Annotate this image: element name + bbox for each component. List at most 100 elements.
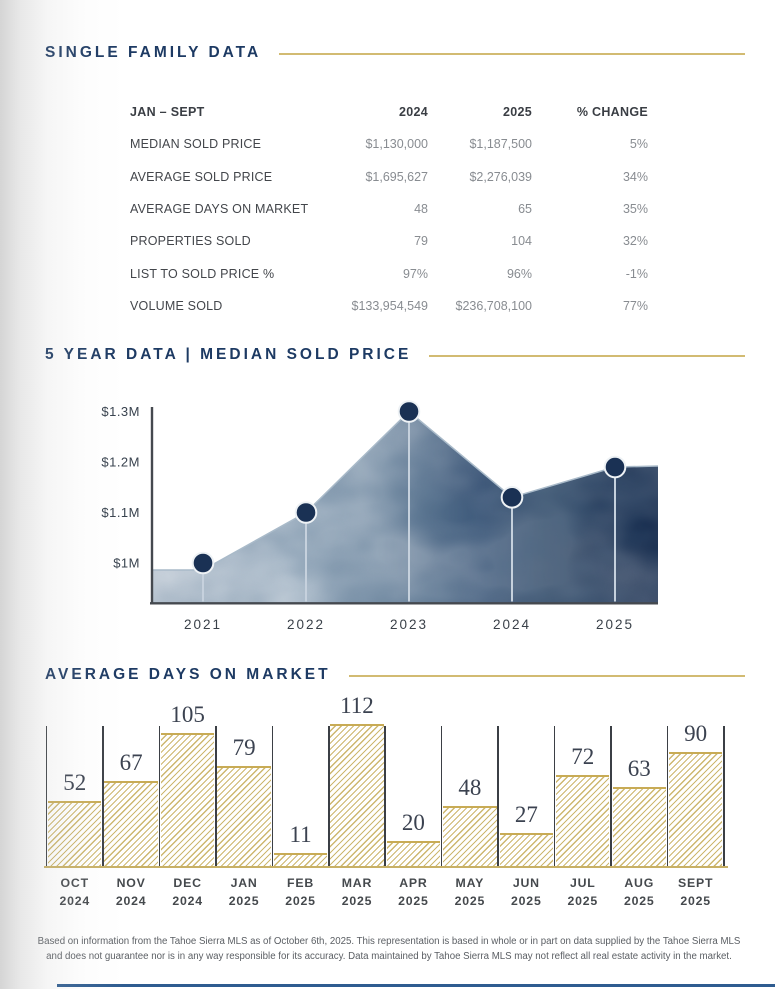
bar-value-label: 52 [63, 770, 87, 795]
table-cell-2024: $133,954,549 [351, 298, 428, 313]
bar-value-label: 67 [119, 750, 143, 775]
bar [160, 733, 215, 867]
bar-column-guide-line [215, 726, 217, 867]
section-title-single-family: SINGLE FAMILY DATA [45, 44, 262, 61]
bar-month-label: MAY 2025 [442, 875, 498, 911]
data-point-2024 [500, 486, 524, 509]
bar-month-label: DEC 2024 [159, 875, 215, 911]
bar-column-guide-line [610, 726, 612, 867]
bar-month-label: AUG 2025 [611, 875, 667, 911]
table-cell-2024: $1,130,000 [365, 137, 428, 152]
bar-month-label-line: JUN [512, 876, 540, 890]
bar-month-label: SEPT 2025 [667, 875, 723, 911]
data-point-2022 [294, 501, 318, 524]
bar [612, 787, 666, 867]
table-row-label: MEDIAN SOLD PRICE [130, 137, 262, 152]
bar-value-label: 63 [627, 756, 651, 781]
bar-month-label-line: 2025 [285, 893, 316, 908]
table-row-label: AVERAGE SOLD PRICE [130, 169, 273, 184]
table-cell-change: 34% [622, 169, 648, 184]
bar-month-label: MAR 2025 [329, 875, 385, 911]
bar-month-label-line: AUG [624, 876, 655, 890]
bar-month-label-line: 2025 [228, 893, 260, 908]
bar [48, 801, 102, 867]
bar-month-label: FEB 2025 [272, 875, 328, 911]
bottom-navy-rule [57, 984, 775, 987]
table-header-2025: 2025 [502, 105, 532, 120]
gold-rule [279, 53, 745, 55]
bar-column-guide-line [45, 726, 48, 867]
bar-month-label-line: JUL [569, 876, 596, 890]
bar-column-guide-line [440, 726, 443, 867]
section-header-five-year: 5 YEAR DATA | MEDIAN SOLD PRICE [45, 346, 745, 364]
bar-chart-baseline [44, 865, 728, 868]
bar-month-label-line: 2024 [172, 893, 203, 908]
bar-value-label: 79 [232, 735, 256, 760]
area-watercolor-dark [152, 411, 658, 603]
table-cell-2025: 96% [506, 266, 532, 281]
bar-month-label-line: 2025 [454, 893, 486, 908]
y-tick-label: $1.2M [101, 455, 140, 470]
table-row-label: LIST TO SOLD PRICE % [130, 266, 275, 281]
gold-rule [429, 355, 745, 357]
x-tick-label: 2023 [390, 617, 428, 632]
bar-value-label: 48 [458, 775, 482, 800]
bar-value-label: 105 [170, 702, 205, 727]
bar-month-label-line: SEPT [677, 876, 714, 890]
y-tick-label: $1.3M [101, 404, 140, 419]
x-tick-label: 2024 [493, 617, 531, 632]
table-cell-2024: $1,695,627 [365, 169, 428, 184]
table-cell-change: 5% [629, 137, 648, 152]
bar-value-label: 72 [571, 744, 595, 769]
section-header-days-on-market: AVERAGE DAYS ON MARKET [45, 666, 745, 684]
table-cell-2025: $2,276,039 [469, 169, 532, 184]
bar [104, 781, 158, 867]
bar [217, 766, 271, 867]
table-cell-2025: $1,187,500 [469, 137, 532, 152]
table-cell-change: 32% [622, 234, 648, 249]
single-family-table: JAN – SEPT 2024 2025 % CHANGE MEDIAN SOLD PR… [130, 96, 648, 322]
y-tick-label: $1M [113, 556, 140, 571]
table-row-label: AVERAGE DAYS ON MARKET [130, 202, 309, 217]
data-point-2025 [603, 455, 627, 479]
table-header-2024: 2024 [398, 105, 428, 120]
table-cell-2024: 48 [414, 202, 428, 217]
table-cell-2024: 79 [414, 234, 428, 249]
bar-month-label-line: 2024 [115, 893, 147, 908]
y-tick-label: $1.1M [101, 505, 140, 520]
bar-month-label-line: 2025 [623, 893, 655, 908]
bar-column-guide-line [723, 726, 725, 867]
data-point-2023 [397, 400, 421, 423]
bar-value-label: 20 [401, 810, 425, 835]
bar-value-label: 112 [340, 693, 374, 718]
bar [556, 775, 610, 867]
bar-column-guide-line [102, 726, 104, 867]
bar-column-guide-line [553, 726, 556, 867]
bar [499, 833, 554, 867]
bar-month-label: APR 2025 [385, 875, 441, 911]
table-header-% CHANGE: % CHANGE [576, 105, 648, 120]
table-cell-change: 35% [622, 202, 648, 217]
bar-month-label-line: JAN [230, 876, 258, 890]
bar-value-label: 27 [514, 802, 538, 827]
bar-column-guide-line [271, 726, 274, 867]
data-point-2021 [191, 551, 215, 575]
table-cell-change: -1% [625, 266, 648, 281]
bar [443, 806, 497, 867]
bar-month-label-line: 2025 [511, 893, 542, 908]
bar-month-label-line: APR [399, 876, 428, 890]
bar [386, 841, 441, 867]
bar-month-label-line: MAY [455, 876, 485, 890]
bar-month-label-line: FEB [287, 876, 315, 890]
bar-column-guide-line [158, 726, 161, 867]
bar-column-guide-line [384, 726, 386, 867]
bar-month-label-line: 2025 [567, 893, 599, 908]
bar [273, 853, 328, 867]
table-row-label: PROPERTIES SOLD [130, 234, 251, 249]
bar-value-label: 90 [684, 721, 708, 746]
table-header-period: JAN – SEPT [130, 105, 205, 120]
table-cell-2024: 97% [402, 266, 428, 281]
bar-month-label-line: 2025 [341, 893, 373, 908]
bar-month-label-line: OCT [60, 876, 89, 890]
